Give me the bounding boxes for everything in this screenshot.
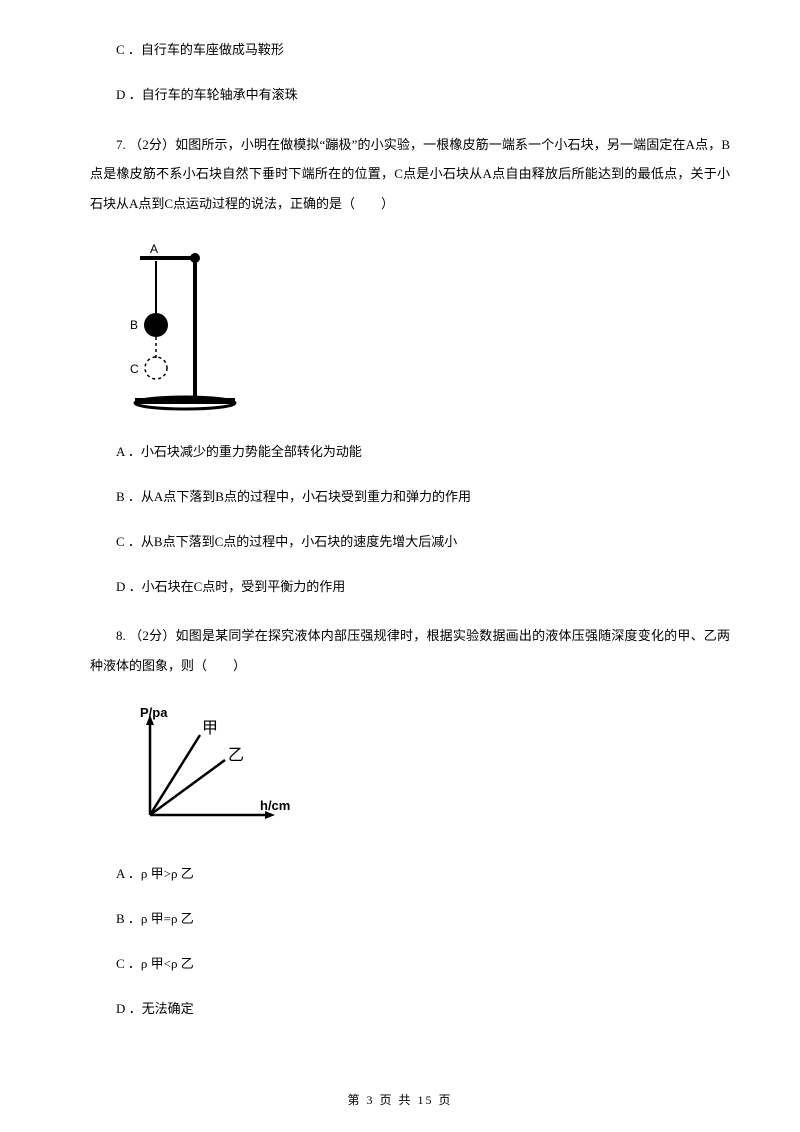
question-8-figure: P/pa h/cm 甲 乙	[120, 705, 730, 840]
svg-text:B: B	[130, 318, 138, 332]
page-footer: 第 3 页 共 15 页	[0, 1091, 800, 1108]
q7-option-c: C ．从B点下落到C点的过程中，小石块的速度先增大后减小	[90, 532, 730, 553]
q8-option-b: B ．ρ 甲=ρ 乙	[90, 909, 730, 930]
svg-text:乙: 乙	[228, 747, 244, 764]
question-8-text: 8. （2分）如图是某同学在探究液体内部压强规律时，根据实验数据画出的液体压强随…	[90, 621, 730, 681]
svg-text:P/pa: P/pa	[140, 705, 168, 720]
question-7-text: 7. （2分）如图所示，小明在做模拟“蹦极”的小实验，一根橡皮筋一端系一个小石块…	[90, 130, 730, 220]
q8-option-a: A ．ρ 甲>ρ 乙	[90, 864, 730, 885]
q7-option-b: B ．从A点下落到B点的过程中，小石块受到重力和弹力的作用	[90, 487, 730, 508]
q8-option-d: D ．无法确定	[90, 999, 730, 1020]
svg-text:C: C	[130, 362, 139, 376]
option-d: D ．自行车的车轮轴承中有滚珠	[90, 85, 730, 106]
question-7-figure: A B C	[120, 243, 730, 418]
option-c: C ．自行车的车座做成马鞍形	[90, 40, 730, 61]
svg-text:甲: 甲	[202, 720, 218, 737]
svg-text:A: A	[150, 243, 158, 256]
q7-option-d: D ．小石块在C点时，受到平衡力的作用	[90, 577, 730, 598]
svg-text:h/cm: h/cm	[260, 798, 290, 813]
q8-option-c: C ．ρ 甲<ρ 乙	[90, 954, 730, 975]
q7-option-a: A ．小石块减少的重力势能全部转化为动能	[90, 442, 730, 463]
